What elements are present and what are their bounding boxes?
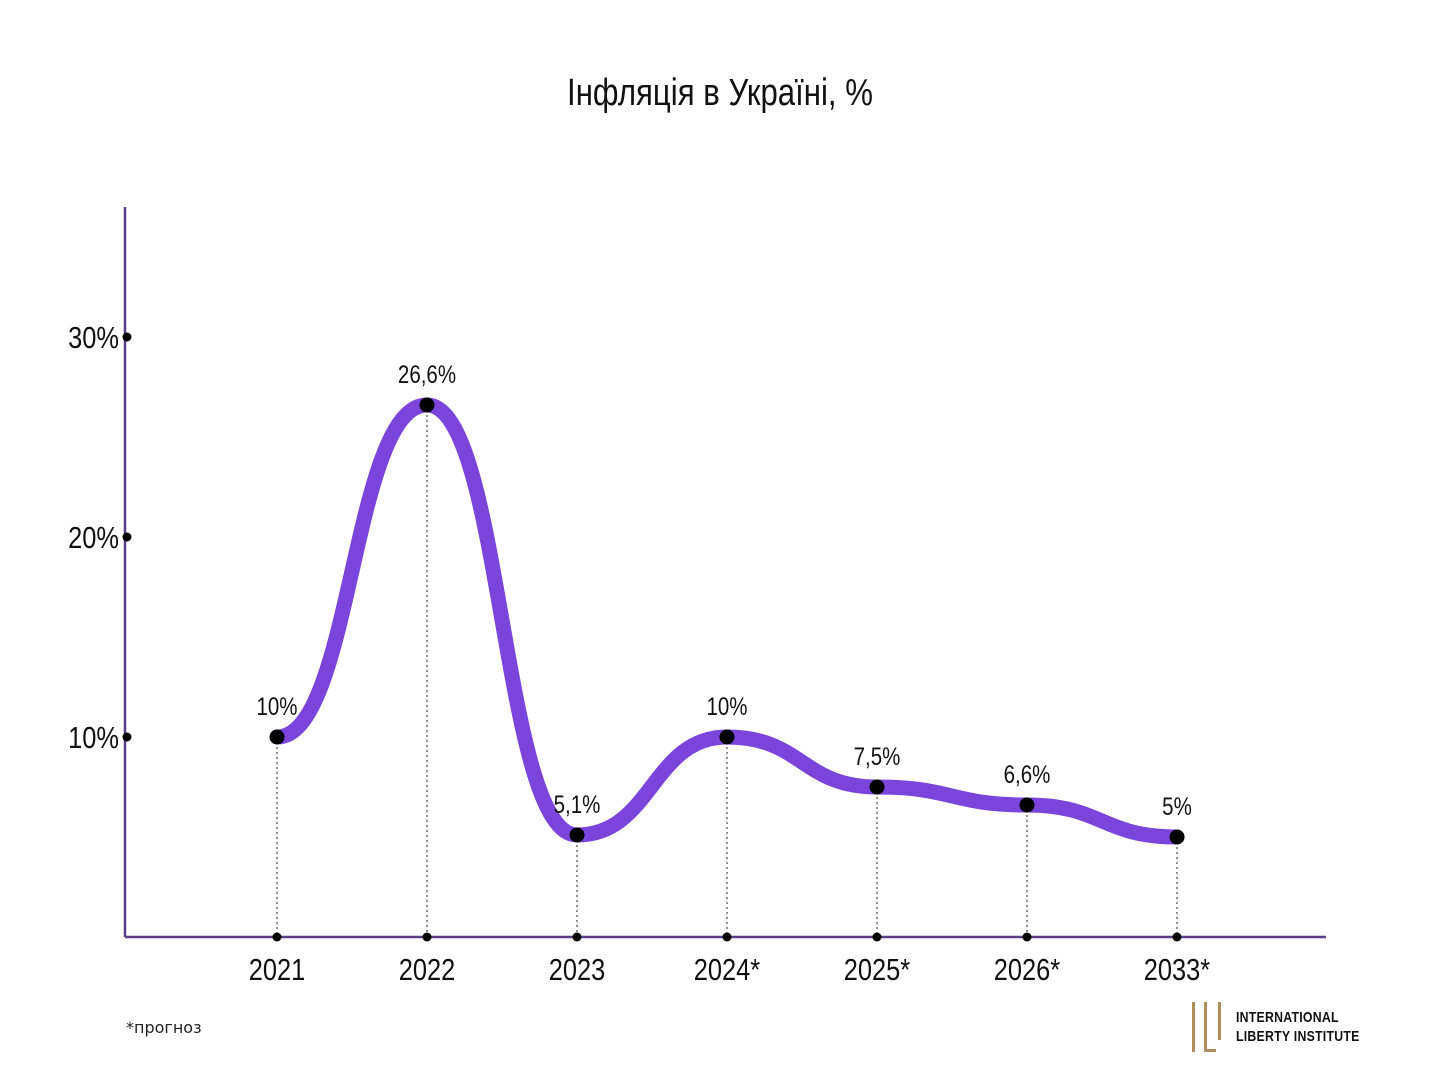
data-label: 10% (706, 692, 747, 720)
logo-line-1: International (1236, 1009, 1339, 1026)
brand-logo: International Liberty Institute (1190, 1000, 1390, 1056)
x-tick-dot (572, 932, 582, 942)
data-label: 7,5% (854, 742, 901, 770)
labels: 10% 20% 30% 10% 2021 26,6% 2022 5,1% 2023 10% 2024… (68, 321, 1210, 988)
x-tick-dot (422, 932, 432, 942)
data-point (719, 729, 735, 745)
y-tick-dot (122, 332, 132, 342)
x-tick-label: 2026* (994, 953, 1060, 988)
data-label: 5,1% (554, 790, 601, 818)
data-point (1169, 829, 1185, 845)
y-tick-label: 10% (68, 721, 119, 756)
series-line (269, 397, 1185, 845)
data-label: 5% (1162, 792, 1192, 820)
series-line-layer (269, 397, 1185, 845)
data-point (419, 397, 435, 413)
logo-mark-icon (1192, 1002, 1221, 1052)
chart-title: Інфляція в Україні, % (567, 72, 873, 114)
x-tick-label: 2021 (249, 953, 306, 988)
y-tick-label: 20% (68, 521, 119, 556)
x-tick-dot (722, 932, 732, 942)
data-label: 26,6% (398, 360, 456, 388)
x-tick-label: 2022 (399, 953, 456, 988)
y-tick-dot (122, 732, 132, 742)
x-tick-label: 2024* (694, 953, 760, 988)
x-tick-label: 2033* (1144, 953, 1210, 988)
logo-line-2: Liberty Institute (1236, 1028, 1360, 1045)
x-tick-dot (1022, 932, 1032, 942)
x-tick-dot (272, 932, 282, 942)
guide-lines (276, 405, 1178, 937)
data-point (569, 827, 585, 843)
data-point (269, 729, 285, 745)
data-point (1019, 797, 1035, 813)
x-tick-label: 2023 (549, 953, 606, 988)
x-tick-dot (872, 932, 882, 942)
data-label: 10% (256, 692, 297, 720)
x-tick-dot (1172, 932, 1182, 942)
data-label: 6,6% (1004, 760, 1051, 788)
y-tick-dot (122, 532, 132, 542)
x-tick-label: 2025* (844, 953, 910, 988)
logo-text: International Liberty Institute (1236, 1008, 1360, 1046)
data-points (269, 397, 1185, 942)
data-point (869, 779, 885, 795)
forecast-footnote: *прогноз (126, 1018, 202, 1037)
y-tick-label: 30% (68, 321, 119, 356)
